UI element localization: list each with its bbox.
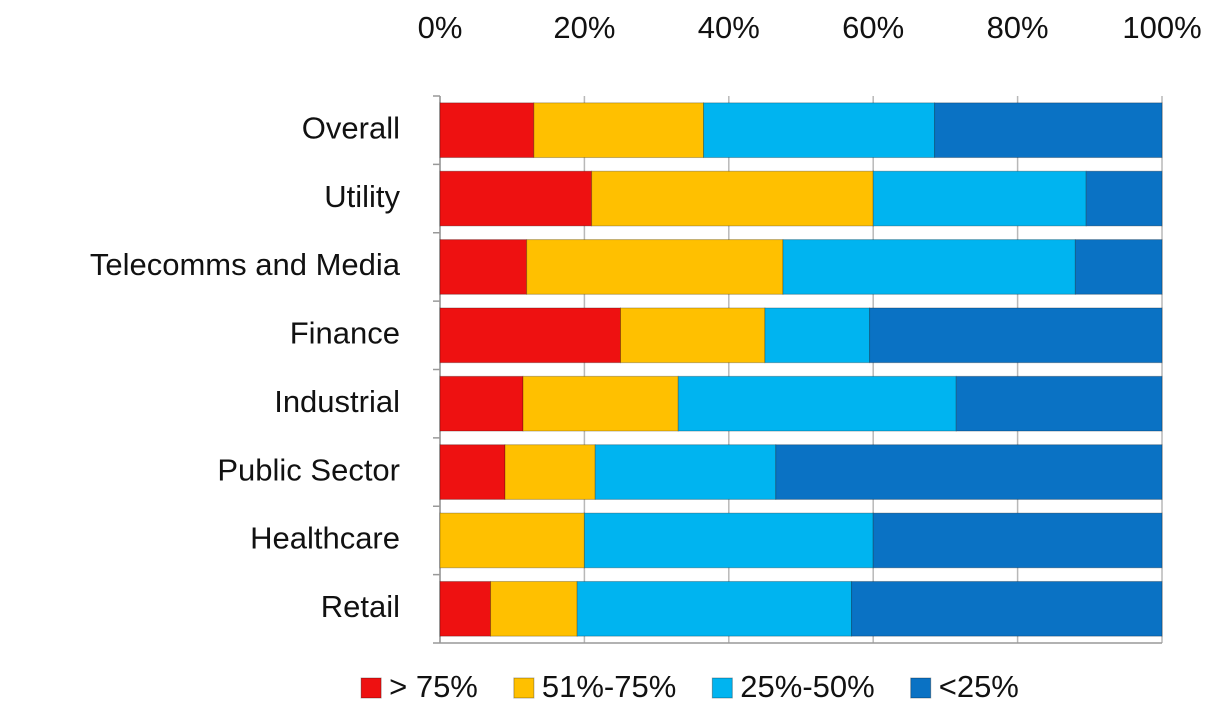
x-tick-label: 40% xyxy=(698,10,760,45)
bar-segment xyxy=(439,307,621,364)
bar-segment xyxy=(1085,170,1163,227)
x-tick-label: 100% xyxy=(1122,10,1201,45)
y-tick-label: Healthcare xyxy=(250,521,400,556)
y-tick-label: Retail xyxy=(321,589,400,624)
bar-segment xyxy=(439,239,528,295)
legend-label: 25%-50% xyxy=(740,669,874,702)
bar-segment xyxy=(934,102,1163,159)
bar-segment xyxy=(775,444,1163,500)
bar-segment xyxy=(620,307,766,364)
bar-segment xyxy=(533,102,705,159)
bar-segment xyxy=(591,170,874,227)
y-tick-label: Finance xyxy=(290,316,400,351)
bar-segment xyxy=(782,239,1076,295)
y-tick-label: Overall xyxy=(302,110,400,145)
bar-segment xyxy=(439,580,492,637)
x-tick-label: 0% xyxy=(418,10,463,45)
legend-swatch xyxy=(910,677,932,699)
legend-label: 51%-75% xyxy=(542,669,676,702)
bar-segment xyxy=(869,307,1163,364)
bar-segment xyxy=(439,102,535,159)
x-tick-label: 80% xyxy=(987,10,1049,45)
bar-segment xyxy=(677,375,957,432)
bar-segment xyxy=(703,102,936,159)
bar-segment xyxy=(576,580,853,637)
bar-segment xyxy=(1074,239,1163,295)
bar-segment xyxy=(955,375,1163,432)
bar-segment xyxy=(522,375,679,432)
bar-segment xyxy=(764,307,871,364)
x-tick-label: 60% xyxy=(842,10,904,45)
bar-segment xyxy=(490,580,578,637)
bar-segment xyxy=(872,512,1163,569)
y-tick-label: Industrial xyxy=(274,384,400,419)
x-tick-label: 20% xyxy=(553,10,615,45)
legend-swatch xyxy=(360,677,382,699)
bar-segment xyxy=(872,170,1087,227)
bar-segment xyxy=(439,170,593,227)
y-tick-label: Telecomms and Media xyxy=(90,247,401,282)
bar-segment xyxy=(851,580,1163,637)
legend-swatch xyxy=(513,677,535,699)
bar-segment xyxy=(594,444,777,500)
bar-segment xyxy=(526,239,784,295)
y-tick-label: Utility xyxy=(324,179,400,214)
legend-label: <25% xyxy=(939,669,1019,702)
legend-swatch xyxy=(711,677,733,699)
legend-label: > 75% xyxy=(389,669,478,702)
y-tick-label: Public Sector xyxy=(217,452,400,487)
bar-segment xyxy=(439,444,506,500)
bar-segment xyxy=(439,512,585,569)
bar-segment xyxy=(504,444,596,500)
bar-segment xyxy=(439,375,524,432)
bar-segment xyxy=(583,512,874,569)
